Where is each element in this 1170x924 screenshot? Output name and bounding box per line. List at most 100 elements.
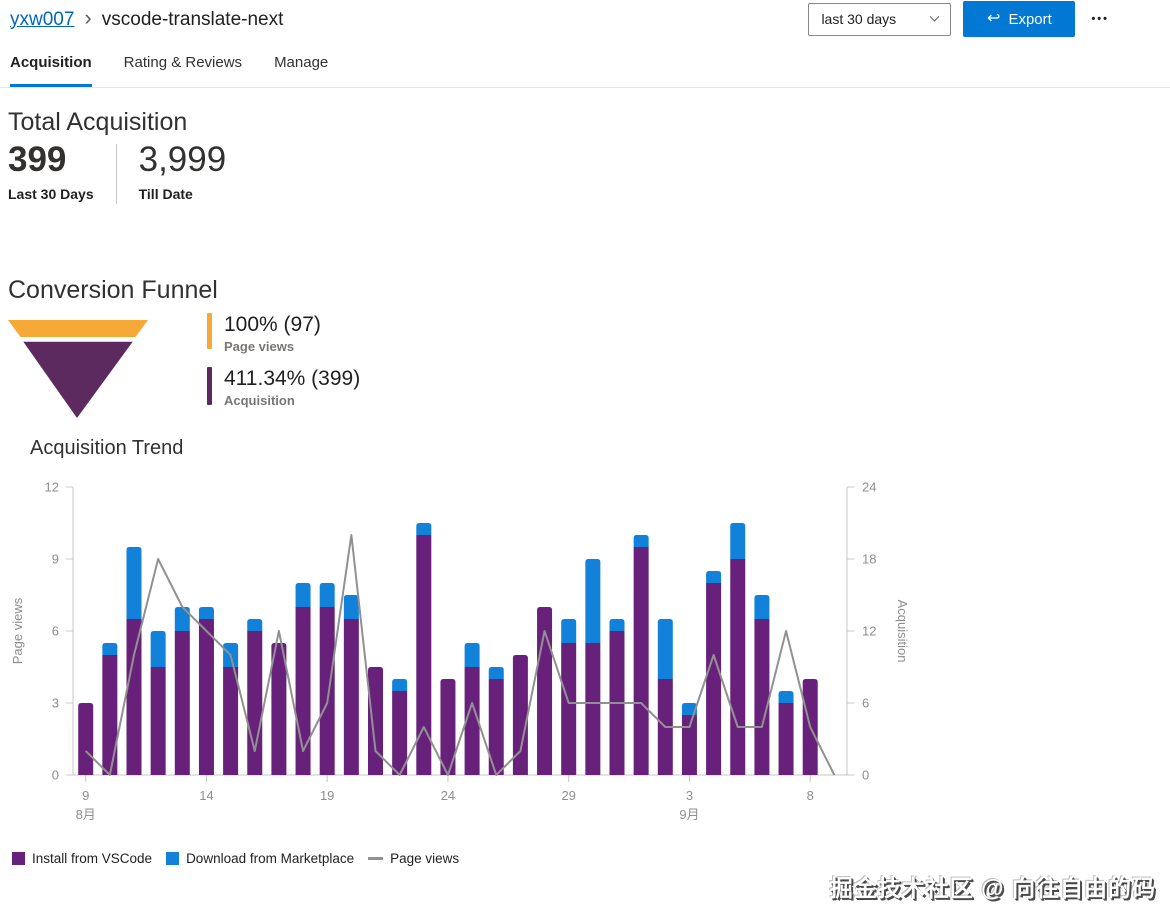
breadcrumb-extension-name: vscode-translate-next: [101, 8, 284, 30]
chevron-down-icon: [929, 11, 940, 22]
left-axis-tick-label: 3: [52, 696, 59, 711]
bar-install-segment: [343, 619, 359, 775]
page-views-label: Page views: [224, 339, 295, 355]
bar-install-segment: [150, 667, 166, 775]
acquisition-trend-title: Acquisition Trend: [30, 437, 184, 459]
bar-install-segment: [585, 643, 601, 775]
purple-swatch-icon: [12, 852, 25, 865]
left-axis-tick-label: 0: [52, 768, 59, 783]
date-range-dropdown[interactable]: last 30 days: [808, 2, 952, 36]
bar-install-segment: [126, 619, 142, 775]
bar-install-segment: [174, 631, 190, 775]
bar-install-segment: [488, 679, 504, 775]
bar-install-segment: [198, 619, 214, 775]
bar-download-segment: [488, 667, 504, 679]
stat-last-30-days: 399 Last 30 Days: [8, 140, 94, 204]
total-acquisition-stats: 399 Last 30 Days 3,999 Till Date: [8, 140, 226, 204]
bar-install-segment: [247, 631, 263, 775]
right-axis-tick-label: 0: [862, 768, 869, 783]
left-axis-tick-label: 6: [52, 624, 59, 639]
funnel-stage-row: 100% (97) Page views: [207, 313, 360, 354]
export-label: Export: [1008, 10, 1052, 28]
right-axis-tick-label: 24: [862, 480, 876, 495]
legend-download-from-marketplace: Download from Marketplace: [166, 851, 354, 866]
bar-download-segment: [198, 607, 214, 619]
bar-download-segment: [102, 643, 118, 655]
stat-last-30-days-value: 399: [8, 140, 67, 179]
bar-install-segment: [561, 643, 577, 775]
acquisition-trend-chart: 0 3 6 9 12 0 6 12 18 24 Page views Acquisition 9 14 19…: [10, 480, 910, 823]
more-icon: •••: [1091, 13, 1109, 25]
breadcrumb-publisher-link[interactable]: yxw007: [10, 8, 75, 30]
tab-rating-reviews[interactable]: Rating & Reviews: [123, 54, 243, 71]
more-actions-button[interactable]: •••: [1087, 7, 1113, 31]
bar-download-segment: [150, 631, 166, 667]
bar-download-segment: [392, 679, 408, 691]
bar-download-segment: [706, 571, 722, 583]
funnel-chart: [8, 320, 148, 418]
funnel-stage-page-views: [8, 320, 148, 337]
stage-color-bar: [207, 367, 212, 406]
bar-install-segment: [368, 667, 383, 775]
export-button[interactable]: ↩ Export: [963, 1, 1076, 37]
left-axis-tick-label: 9: [52, 552, 59, 567]
bar-download-segment: [295, 583, 311, 607]
toolbar: last 30 days ↩ Export •••: [808, 1, 1113, 37]
bar-download-segment: [754, 595, 770, 619]
right-axis-title: Acquisition: [895, 600, 910, 663]
chart-legend: Install from VSCode Download from Market…: [12, 851, 459, 866]
bar-download-segment: [464, 643, 480, 667]
blue-swatch-icon: [166, 852, 180, 865]
right-axis-tick-label: 12: [862, 624, 876, 639]
conversion-funnel-title: Conversion Funnel: [8, 276, 218, 304]
bar-download-segment: [681, 703, 697, 715]
stat-till-date-label: Till Date: [138, 186, 193, 203]
funnel-stage-acquisition: [23, 341, 133, 418]
bar-download-segment: [730, 523, 746, 559]
bar-install-segment: [102, 655, 118, 775]
bar-install-segment: [464, 667, 480, 775]
bar-download-segment: [585, 559, 601, 643]
x-axis-tick-label: 3: [686, 788, 693, 803]
funnel-stage-row: 411.34% (399) Acquisition: [207, 367, 360, 408]
total-acquisition-title: Total Acquisition: [8, 108, 188, 136]
right-axis-tick-label: 18: [862, 552, 876, 567]
stat-till-date-value: 3,999: [138, 140, 227, 179]
tab-divider: [0, 87, 1170, 88]
bar-install-segment: [319, 607, 335, 775]
line-swatch-icon: [368, 857, 384, 860]
bar-download-segment: [778, 691, 794, 703]
bar-download-segment: [633, 535, 649, 547]
funnel-stages: 100% (97) Page views 411.34% (399) Acqui…: [207, 313, 360, 421]
export-icon: ↩: [987, 10, 1001, 27]
bar-download-segment: [174, 607, 190, 631]
tab-acquisition[interactable]: Acquisition: [10, 54, 92, 87]
bar-install-segment: [392, 691, 408, 775]
x-axis-tick-label: 29: [561, 788, 575, 803]
bar-download-segment: [319, 583, 335, 607]
tab-bar: Acquisition Rating & Reviews Manage: [10, 54, 328, 87]
left-axis-title: Page views: [10, 597, 25, 664]
bar-install-segment: [681, 715, 697, 775]
bar-install-segment: [706, 583, 722, 775]
tab-manage[interactable]: Manage: [274, 54, 329, 71]
breadcrumb: yxw007 › vscode-translate-next: [10, 7, 283, 32]
bar-download-segment: [657, 619, 673, 679]
breadcrumb-separator-icon: ›: [84, 5, 92, 30]
bar-install-segment: [416, 535, 432, 775]
x-axis-tick-label: 14: [199, 788, 213, 803]
acquisition-label: Acquisition: [224, 393, 295, 409]
bar-download-segment: [126, 547, 142, 619]
bar-install-segment: [633, 547, 649, 775]
acquisition-percent: 411.34% (399): [224, 367, 361, 391]
bar-install-segment: [271, 643, 287, 775]
bar-download-segment: [561, 619, 577, 643]
legend-install-from-vscode: Install from VSCode: [12, 851, 152, 866]
stat-divider: [115, 144, 117, 204]
x-axis-month-label: 9月: [679, 807, 699, 822]
bar-install-segment: [778, 703, 794, 775]
x-axis-tick-label: 19: [320, 788, 334, 803]
right-axis-tick-label: 6: [862, 696, 869, 711]
stat-last-30-days-label: Last 30 Days: [8, 186, 94, 203]
bar-install-segment: [440, 679, 456, 775]
